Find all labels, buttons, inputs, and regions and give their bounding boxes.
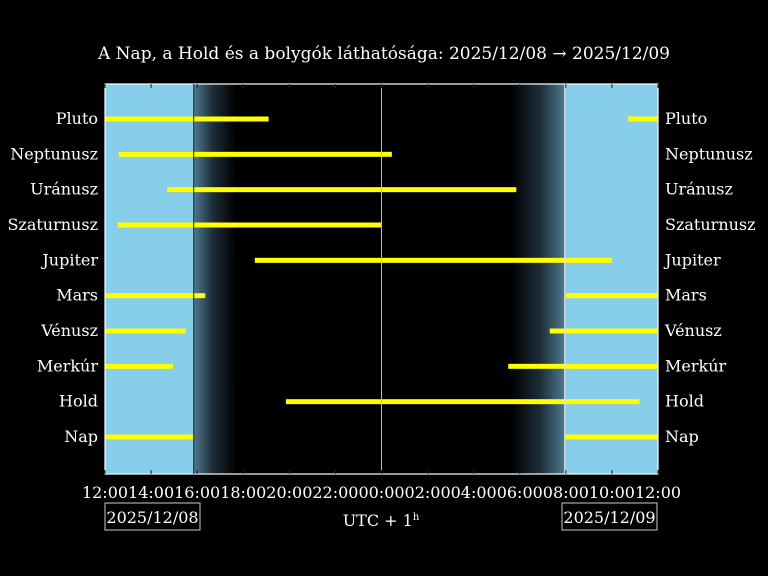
x-tick-label-6: 00:00 bbox=[358, 483, 404, 502]
bar-venusz-1 bbox=[549, 328, 658, 334]
x-axis-label: UTC + 1h bbox=[343, 511, 420, 530]
row-label-right-merkur: Merkúr bbox=[665, 356, 727, 375]
x-axis-label-superscript: h bbox=[413, 512, 420, 523]
x-tick-label-10: 08:00 bbox=[543, 483, 589, 502]
x-axis-ticks: 12:00 14:00 16:00 18:00 20:00 22:00 00:00 02:00… bbox=[82, 84, 681, 502]
x-tick-label-4: 20:00 bbox=[266, 483, 312, 502]
row-label-left-hold: Hold bbox=[59, 392, 98, 411]
x-tick-label-2: 16:00 bbox=[174, 483, 220, 502]
row-label-right-venusz: Vénusz bbox=[664, 321, 722, 340]
row-label-left-nap: Nap bbox=[64, 427, 98, 446]
x-tick-label-3: 18:00 bbox=[220, 483, 266, 502]
bar-nap-1 bbox=[564, 434, 658, 440]
x-tick-label-11: 10:00 bbox=[589, 483, 635, 502]
date-left-label: 2025/12/08 bbox=[106, 508, 198, 527]
visibility-bars bbox=[105, 116, 658, 440]
bar-mars-1 bbox=[565, 293, 658, 299]
row-label-right-neptunusz: Neptunusz bbox=[665, 144, 753, 163]
bar-hold-0 bbox=[285, 399, 640, 405]
row-label-right-nap: Nap bbox=[665, 427, 699, 446]
row-label-left-neptunusz: Neptunusz bbox=[10, 144, 98, 163]
day-region-evening bbox=[105, 84, 194, 474]
date-left-box: 2025/12/08 bbox=[104, 502, 201, 531]
bar-merkur-1 bbox=[508, 363, 658, 369]
row-labels: Pluto Pluto Neptunusz Neptunusz Uránusz Uránu… bbox=[7, 109, 755, 446]
x-tick-label-12: 12:00 bbox=[635, 483, 681, 502]
bar-nap-0 bbox=[105, 434, 194, 440]
bar-neptunusz-0 bbox=[118, 151, 392, 157]
twilight-evening bbox=[193, 84, 237, 474]
bar-szaturnusz-0 bbox=[117, 222, 382, 228]
date-right-box: 2025/12/09 bbox=[561, 502, 658, 531]
row-label-right-uranusz: Uránusz bbox=[665, 180, 733, 199]
bar-merkur-0 bbox=[105, 363, 173, 369]
date-right-label: 2025/12/09 bbox=[563, 508, 655, 527]
bar-mars-0 bbox=[105, 293, 206, 299]
row-label-left-jupiter: Jupiter bbox=[40, 250, 98, 269]
x-tick-label-7: 02:00 bbox=[405, 483, 451, 502]
row-label-right-mars: Mars bbox=[665, 286, 707, 305]
row-label-left-venusz: Vénusz bbox=[40, 321, 98, 340]
row-label-left-merkur: Merkúr bbox=[37, 356, 99, 375]
row-label-right-szaturnusz: Szaturnusz bbox=[665, 215, 756, 234]
row-label-left-szaturnusz: Szaturnusz bbox=[7, 215, 98, 234]
row-label-left-mars: Mars bbox=[56, 286, 98, 305]
row-label-right-hold: Hold bbox=[665, 392, 704, 411]
bar-pluto-1 bbox=[628, 116, 658, 122]
x-tick-label-1: 14:00 bbox=[128, 483, 174, 502]
bar-jupiter-0 bbox=[254, 257, 612, 263]
row-label-left-pluto: Pluto bbox=[56, 109, 98, 128]
bar-venusz-0 bbox=[105, 328, 186, 334]
x-tick-label-8: 04:00 bbox=[451, 483, 497, 502]
day-region-morning bbox=[564, 84, 658, 474]
x-tick-label-0: 12:00 bbox=[82, 483, 128, 502]
twilight-morning bbox=[510, 84, 565, 474]
bar-uranusz-0 bbox=[167, 187, 517, 193]
row-label-right-jupiter: Jupiter bbox=[663, 250, 721, 269]
x-tick-label-9: 06:00 bbox=[497, 483, 543, 502]
row-label-right-pluto: Pluto bbox=[665, 109, 707, 128]
x-tick-label-5: 22:00 bbox=[312, 483, 358, 502]
chart-title: A Nap, a Hold és a bolygók láthatósága: … bbox=[97, 44, 670, 64]
bar-pluto-0 bbox=[105, 116, 269, 122]
row-label-left-uranusz: Uránusz bbox=[30, 180, 98, 199]
